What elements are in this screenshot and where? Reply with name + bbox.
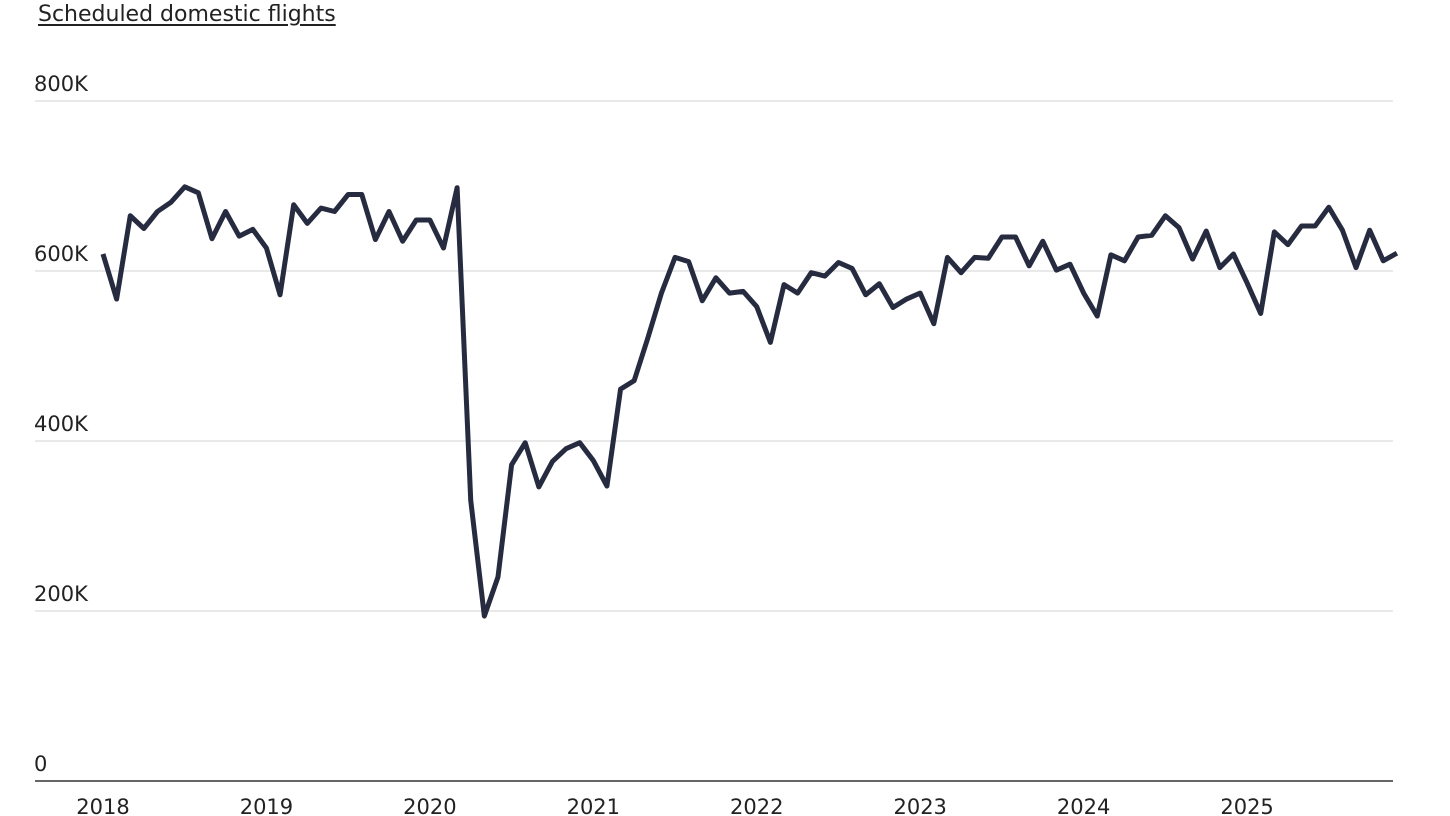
x-tick-label: 2024 (1057, 795, 1110, 816)
y-tick-label: 800K (34, 72, 89, 96)
x-tick-label: 2022 (730, 795, 783, 816)
x-tick-label: 2021 (567, 795, 620, 816)
y-tick-label: 0 (34, 752, 47, 776)
y-tick-label: 600K (34, 242, 89, 266)
x-tick-label: 2023 (893, 795, 946, 816)
x-tick-label: 2019 (240, 795, 293, 816)
x-tick-label: 2020 (403, 795, 456, 816)
x-axis-ticks: 2018 2019 2020 2021 2022 2023 2024 2025 (76, 795, 1274, 816)
chart-title[interactable]: Scheduled domestic flights (38, 2, 336, 27)
y-tick-label: 400K (34, 412, 89, 436)
x-tick-label: 2025 (1220, 795, 1273, 816)
y-axis-ticks: 0 200K 400K 600K 800K (34, 72, 89, 776)
x-tick-label: 2018 (76, 795, 129, 816)
y-tick-label: 200K (34, 582, 89, 606)
series-line (100, 184, 1399, 619)
gridlines (35, 100, 1393, 612)
